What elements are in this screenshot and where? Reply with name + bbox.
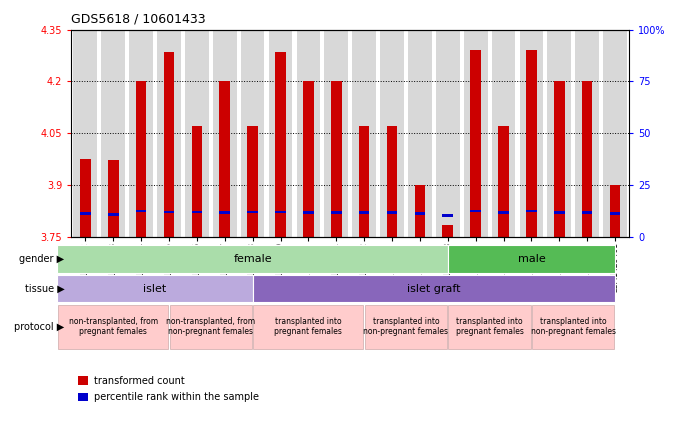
Bar xyxy=(303,81,313,237)
Text: transplanted into
non-pregnant females: transplanted into non-pregnant females xyxy=(364,317,449,336)
Text: transplanted into
pregnant females: transplanted into pregnant females xyxy=(275,317,342,336)
Bar xyxy=(248,126,258,237)
Bar xyxy=(157,30,181,237)
Text: female: female xyxy=(233,254,272,264)
Text: gender ▶: gender ▶ xyxy=(20,254,65,264)
Bar xyxy=(359,212,369,214)
Bar xyxy=(471,50,481,237)
Bar xyxy=(80,212,90,214)
Text: non-transplanted, from
non-pregnant females: non-transplanted, from non-pregnant fema… xyxy=(166,317,256,336)
Text: transplanted into
non-pregnant females: transplanted into non-pregnant females xyxy=(530,317,616,336)
Text: percentile rank within the sample: percentile rank within the sample xyxy=(94,392,259,402)
Bar xyxy=(582,212,592,214)
Bar xyxy=(436,30,460,237)
Bar xyxy=(220,212,230,214)
Text: islet graft: islet graft xyxy=(407,284,460,294)
Bar xyxy=(108,160,118,237)
Text: protocol ▶: protocol ▶ xyxy=(14,322,65,332)
Bar xyxy=(275,52,286,237)
Bar xyxy=(415,212,425,214)
Bar xyxy=(73,30,97,237)
Bar xyxy=(387,212,397,214)
Bar xyxy=(547,30,571,237)
Bar xyxy=(443,225,453,237)
Bar xyxy=(331,81,341,237)
Bar xyxy=(498,212,509,214)
Bar xyxy=(582,81,592,237)
Bar xyxy=(129,30,153,237)
Bar xyxy=(296,30,320,237)
Bar xyxy=(443,214,453,217)
Bar xyxy=(610,212,620,214)
Text: male: male xyxy=(517,254,545,264)
Bar xyxy=(324,30,348,237)
Bar xyxy=(408,30,432,237)
Bar xyxy=(498,126,509,237)
Bar xyxy=(136,81,146,237)
Bar xyxy=(359,126,369,237)
Bar xyxy=(101,30,125,237)
Bar xyxy=(610,185,620,237)
Bar xyxy=(220,81,230,237)
Bar xyxy=(241,30,265,237)
Bar xyxy=(526,50,537,237)
Bar xyxy=(275,211,286,213)
Bar xyxy=(80,159,90,237)
Bar xyxy=(136,210,146,212)
Bar xyxy=(492,30,515,237)
Bar xyxy=(331,212,341,214)
Bar xyxy=(269,30,292,237)
Bar xyxy=(387,126,397,237)
Bar xyxy=(520,30,543,237)
Text: non-transplanted, from
pregnant females: non-transplanted, from pregnant females xyxy=(69,317,158,336)
Bar xyxy=(248,211,258,213)
Bar xyxy=(185,30,209,237)
Bar xyxy=(575,30,599,237)
Bar xyxy=(164,211,174,213)
Bar xyxy=(526,210,537,212)
Text: transformed count: transformed count xyxy=(94,376,184,386)
Bar xyxy=(554,212,564,214)
Bar xyxy=(213,30,237,237)
Bar xyxy=(471,210,481,212)
Text: tissue ▶: tissue ▶ xyxy=(25,284,65,294)
Bar xyxy=(303,212,313,214)
Bar xyxy=(164,52,174,237)
Bar xyxy=(603,30,627,237)
Text: transplanted into
pregnant females: transplanted into pregnant females xyxy=(456,317,524,336)
Bar xyxy=(464,30,488,237)
Text: GDS5618 / 10601433: GDS5618 / 10601433 xyxy=(71,12,206,25)
Bar xyxy=(352,30,376,237)
Bar xyxy=(108,213,118,216)
Bar xyxy=(554,81,564,237)
Bar xyxy=(415,185,425,237)
Bar xyxy=(192,126,202,237)
Bar xyxy=(380,30,404,237)
Text: islet: islet xyxy=(143,284,167,294)
Bar xyxy=(192,211,202,213)
